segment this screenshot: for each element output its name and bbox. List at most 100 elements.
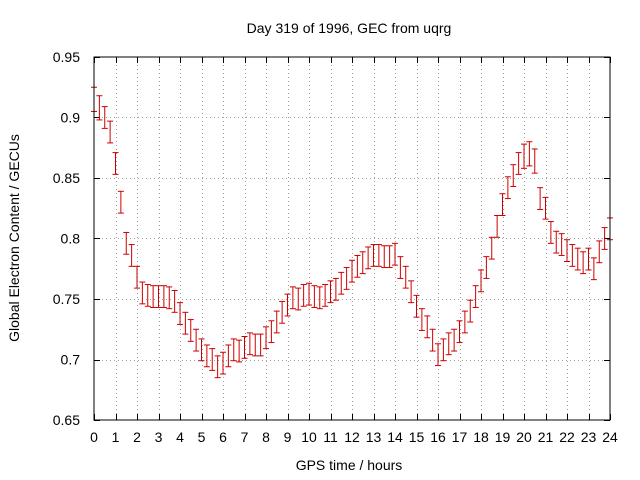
data-point xyxy=(461,310,468,334)
data-point xyxy=(515,152,522,175)
x-tick-label: 17 xyxy=(452,429,468,445)
y-axis-label: Global Electron Content / GECUs xyxy=(6,134,22,342)
data-point xyxy=(537,187,544,210)
data-point xyxy=(209,348,216,371)
x-tick-label: 23 xyxy=(581,429,597,445)
data-point xyxy=(558,233,565,256)
data-point xyxy=(327,280,334,304)
x-tick-label: 11 xyxy=(323,429,338,445)
x-tick-label: 14 xyxy=(387,429,403,445)
data-point xyxy=(354,254,361,278)
ticks xyxy=(94,57,611,421)
data-point xyxy=(123,231,130,255)
data-point xyxy=(413,294,420,318)
data-point xyxy=(246,332,253,356)
x-tick-label: 12 xyxy=(344,429,360,445)
y-tick-label: 0.7 xyxy=(61,352,81,368)
x-tick-label: 1 xyxy=(112,429,120,445)
data-point xyxy=(295,287,302,311)
y-tick-label: 0.75 xyxy=(53,291,80,307)
data-point xyxy=(526,141,533,167)
x-tick-label: 13 xyxy=(366,429,382,445)
data-point xyxy=(521,143,527,169)
data-point xyxy=(263,326,269,350)
plot-frame xyxy=(93,56,611,421)
data-point xyxy=(220,351,226,375)
data-point xyxy=(117,190,124,214)
data-point xyxy=(338,271,345,295)
x-tick-label: 4 xyxy=(176,429,184,445)
data-point xyxy=(198,338,205,362)
data-point xyxy=(488,236,495,260)
data-point xyxy=(569,244,576,267)
x-tick-label: 7 xyxy=(241,429,249,445)
data-point xyxy=(467,299,474,323)
data-point xyxy=(182,311,189,335)
x-tick-label: 10 xyxy=(301,429,317,445)
x-tick-label: 21 xyxy=(538,429,554,445)
data-point xyxy=(322,283,329,307)
chart-title: Day 319 of 1996, GEC from uqrg xyxy=(247,20,452,36)
data-point xyxy=(494,215,501,238)
data-point xyxy=(101,106,108,129)
x-tick-label: 24 xyxy=(602,429,618,445)
y-tick-label: 0.8 xyxy=(61,231,81,247)
data-point xyxy=(177,302,183,325)
data-point xyxy=(150,285,157,308)
data-point xyxy=(214,355,221,379)
data-point xyxy=(96,95,103,121)
data-point xyxy=(574,247,581,271)
data-point xyxy=(408,280,415,304)
data-point xyxy=(343,267,350,290)
data-point xyxy=(553,230,560,254)
data-point xyxy=(531,148,538,174)
x-tick-label: 2 xyxy=(133,429,141,445)
data-point xyxy=(397,256,404,279)
x-tick-label: 6 xyxy=(219,429,227,445)
data-point xyxy=(542,196,549,220)
data-point xyxy=(273,310,280,334)
data-point xyxy=(306,282,312,306)
x-tick-label: 15 xyxy=(409,429,425,445)
data-point xyxy=(252,333,259,357)
data-point xyxy=(284,293,291,317)
data-point xyxy=(564,239,570,262)
data-point xyxy=(144,283,151,307)
data-point xyxy=(451,328,458,352)
y-tick-label: 0.65 xyxy=(53,412,80,428)
data-point xyxy=(547,221,554,244)
x-tick-label: 0 xyxy=(90,429,98,445)
data-point xyxy=(472,285,479,308)
data-point xyxy=(155,285,162,308)
y-tick-labels: 0.65 0.7 0.75 0.8 0.85 0.9 0.95 xyxy=(53,49,80,428)
x-tick-label: 5 xyxy=(198,429,206,445)
data-point xyxy=(424,315,431,339)
data-point xyxy=(236,339,243,363)
data-point xyxy=(112,152,119,175)
x-tick-label: 20 xyxy=(516,429,532,445)
data-point xyxy=(402,265,409,289)
data-point xyxy=(601,227,608,250)
data-point xyxy=(440,338,447,362)
data-point xyxy=(585,247,592,271)
data-point xyxy=(128,244,135,267)
data-point xyxy=(580,251,587,275)
x-tick-label: 3 xyxy=(155,429,163,445)
data-point xyxy=(193,328,200,352)
data-point xyxy=(445,332,452,356)
data-point xyxy=(418,308,425,331)
data-point xyxy=(311,285,318,308)
data-point xyxy=(381,245,388,269)
data-point xyxy=(279,300,286,324)
data-series xyxy=(91,86,613,379)
y-tick-label: 0.95 xyxy=(53,49,80,65)
x-tick-label: 22 xyxy=(559,429,575,445)
data-point xyxy=(203,344,210,368)
data-point xyxy=(499,193,506,217)
x-tick-label: 8 xyxy=(262,429,270,445)
data-point xyxy=(365,246,372,270)
data-point xyxy=(392,242,398,266)
data-point xyxy=(268,320,275,344)
data-point xyxy=(107,120,114,144)
data-point xyxy=(504,176,511,200)
